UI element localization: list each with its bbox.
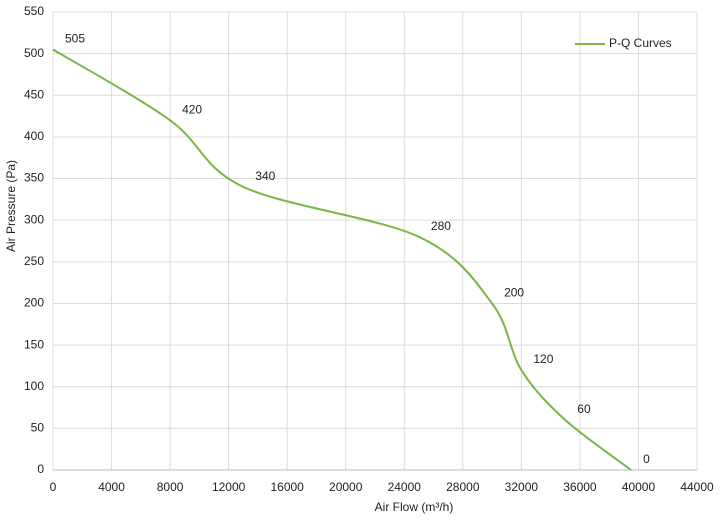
x-tick-label: 4000 <box>98 480 125 494</box>
data-label: 200 <box>504 286 524 300</box>
legend-label: P-Q Curves <box>609 36 672 50</box>
x-tick-label: 36000 <box>563 480 597 494</box>
y-tick-label: 250 <box>24 254 44 268</box>
line <box>52 48 632 471</box>
data-label: 280 <box>431 219 451 233</box>
y-tick-label: 0 <box>37 462 44 476</box>
y-tick-label: 100 <box>24 379 44 393</box>
y-tick-label: 550 <box>24 4 44 18</box>
data-label: 60 <box>577 402 591 416</box>
y-tick-label: 200 <box>24 296 44 310</box>
x-tick-label: 40000 <box>622 480 656 494</box>
x-tick-label: 28000 <box>446 480 480 494</box>
y-tick-label: 400 <box>24 129 44 143</box>
x-tick-label: 20000 <box>329 480 363 494</box>
x-tick-label: 0 <box>50 480 57 494</box>
y-tick-label: 350 <box>24 171 44 185</box>
x-tick-label: 24000 <box>388 480 422 494</box>
data-label: 505 <box>65 32 85 46</box>
y-tick-label: 450 <box>24 87 44 101</box>
data-label: 420 <box>182 102 202 116</box>
y-tick-label: 50 <box>31 421 45 435</box>
x-tick-label: 32000 <box>505 480 539 494</box>
x-tick-label: 44000 <box>680 480 714 494</box>
data-label: 340 <box>255 169 275 183</box>
x-tick-label: 16000 <box>270 480 304 494</box>
y-axis-label: Air Pressure (Pa) <box>4 160 18 252</box>
x-axis-label: Air Flow (m³/h) <box>375 500 454 514</box>
data-label: 0 <box>643 452 650 466</box>
y-tick-label: 150 <box>24 337 44 351</box>
y-tick-label: 500 <box>24 46 44 60</box>
y-tick-label: 300 <box>24 212 44 226</box>
x-tick-label: 8000 <box>157 480 184 494</box>
data-label: 120 <box>533 352 553 366</box>
x-tick-label: 12000 <box>212 480 246 494</box>
